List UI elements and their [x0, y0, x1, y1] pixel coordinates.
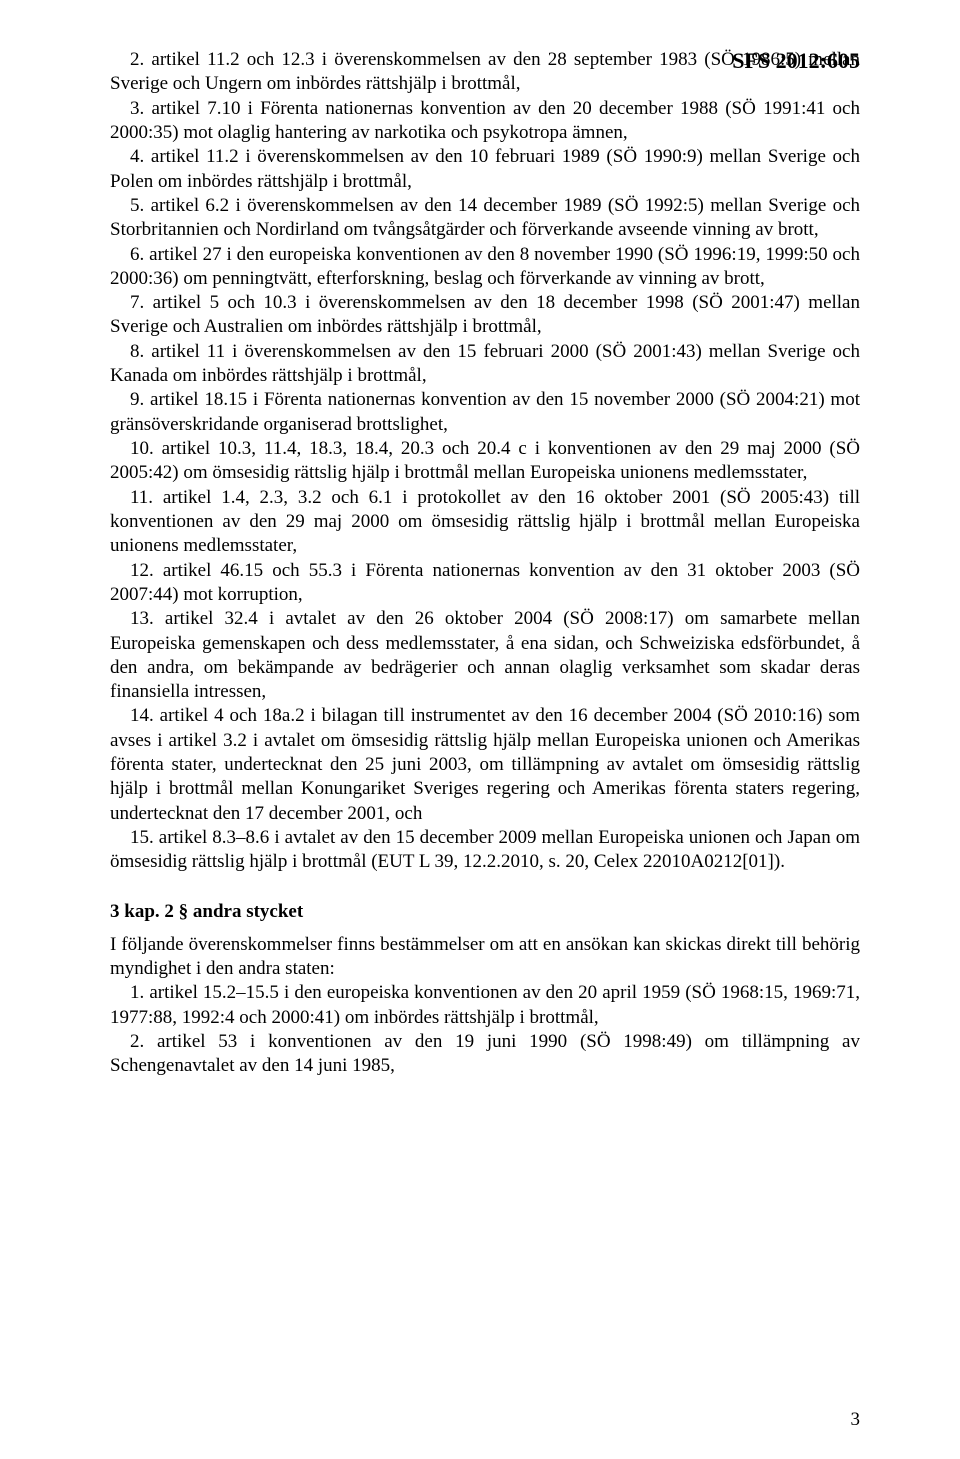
section-intro: I följande överenskommelser finns bestäm…: [110, 933, 860, 982]
section-heading: 3 kap. 2 § andra stycket: [110, 901, 860, 923]
page: SFS 2012:605 2. artikel 11.2 och 12.3 i …: [0, 0, 960, 1459]
list-item: 14. artikel 4 och 18a.2 i bilagan till i…: [110, 704, 860, 826]
list-item: 4. artikel 11.2 i överenskommelsen av de…: [110, 145, 860, 194]
list-item: 15. artikel 8.3–8.6 i avtalet av den 15 …: [110, 826, 860, 875]
list-item: 12. artikel 46.15 och 55.3 i Förenta nat…: [110, 559, 860, 608]
list-item: 13. artikel 32.4 i avtalet av den 26 okt…: [110, 607, 860, 704]
list-item: 1. artikel 15.2–15.5 i den europeiska ko…: [110, 981, 860, 1030]
list-item: 3. artikel 7.10 i Förenta nationernas ko…: [110, 97, 860, 146]
list-item: 9. artikel 18.15 i Förenta nationernas k…: [110, 388, 860, 437]
list-item: 5. artikel 6.2 i överenskommelsen av den…: [110, 194, 860, 243]
list-item: 7. artikel 5 och 10.3 i överenskommelsen…: [110, 291, 860, 340]
list-item: 8. artikel 11 i överenskommelsen av den …: [110, 340, 860, 389]
list-item: 2. artikel 53 i konventionen av den 19 j…: [110, 1030, 860, 1079]
page-number: 3: [851, 1409, 861, 1431]
list-item: 11. artikel 1.4, 2.3, 3.2 och 6.1 i prot…: [110, 486, 860, 559]
sfs-header: SFS 2012:605: [732, 48, 860, 74]
list-item: 6. artikel 27 i den europeiska konventio…: [110, 243, 860, 292]
list-item: 10. artikel 10.3, 11.4, 18.3, 18.4, 20.3…: [110, 437, 860, 486]
